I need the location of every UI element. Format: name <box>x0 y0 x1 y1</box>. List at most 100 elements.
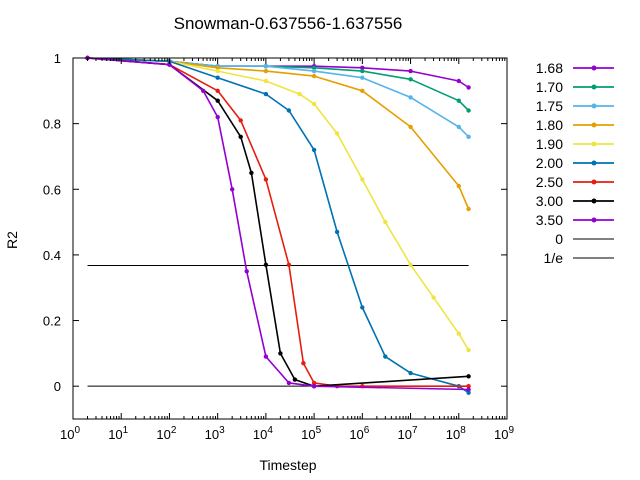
data-point <box>456 78 461 84</box>
data-point <box>408 68 413 74</box>
data-point <box>215 88 220 94</box>
legend-marker <box>591 141 597 147</box>
data-point <box>456 98 461 103</box>
series-line <box>87 57 470 394</box>
x-tick-label: 105 <box>301 425 321 442</box>
data-point <box>311 101 317 107</box>
data-point <box>292 377 298 382</box>
legend-entry: 3.50 <box>536 212 614 228</box>
data-point <box>167 62 172 67</box>
x-tick-label: 101 <box>108 425 128 442</box>
legend-marker <box>591 122 597 128</box>
data-point <box>286 380 292 386</box>
y-tick-label: 0.6 <box>43 182 61 197</box>
data-point <box>238 118 243 123</box>
legend-label: 3.00 <box>536 193 563 209</box>
legend-marker <box>591 103 597 109</box>
legend-entry: 1/e <box>544 250 614 266</box>
data-point <box>360 68 365 74</box>
data-point <box>311 380 317 386</box>
data-point <box>278 351 283 356</box>
data-point <box>408 262 413 267</box>
data-point <box>360 65 365 71</box>
data-point <box>215 68 220 74</box>
data-point <box>286 108 292 113</box>
data-point <box>238 134 243 139</box>
data-point <box>311 68 317 74</box>
y-axis: 0 0.2 0.4 0.6 0.8 1 <box>43 51 507 394</box>
data-point <box>263 91 269 97</box>
data-point <box>466 108 471 113</box>
x-tick-label: 109 <box>494 425 514 442</box>
data-point <box>431 295 436 300</box>
legend-label: 1.80 <box>536 117 563 133</box>
y-tick-label: 0.4 <box>43 248 61 263</box>
y-tick-label: 0.8 <box>43 117 61 132</box>
data-point <box>286 262 292 267</box>
data-point <box>408 95 413 100</box>
series-1 <box>85 55 471 113</box>
data-point <box>408 124 413 130</box>
data-point <box>263 177 269 182</box>
reference-lines <box>87 264 469 387</box>
legend-label: 1.90 <box>536 136 563 152</box>
legend-label: 1.75 <box>536 98 563 114</box>
data-point <box>456 124 461 130</box>
data-point <box>334 131 340 136</box>
x-tick-label: 104 <box>253 425 273 442</box>
data-point <box>297 91 302 97</box>
data-point <box>311 73 317 79</box>
x-axis: 100 101 102 103 104 105 106 107 108 109 <box>60 58 514 442</box>
data-point <box>466 134 471 139</box>
legend-entry: 1.75 <box>536 98 614 114</box>
data-point <box>263 63 269 69</box>
series-2 <box>85 55 471 139</box>
legend-entry: 0 <box>555 231 614 247</box>
data-point <box>466 374 471 379</box>
legend-entry: 2.00 <box>536 155 614 171</box>
plot-frame <box>72 57 508 420</box>
x-tick-label: 102 <box>156 425 176 442</box>
legend-marker <box>591 217 597 223</box>
data-point <box>408 370 413 376</box>
legend-entry: 1.68 <box>536 60 614 76</box>
data-point <box>466 384 471 389</box>
y-tick-label: 1 <box>54 51 61 66</box>
data-point <box>466 347 471 353</box>
legend-marker <box>591 65 597 71</box>
data-point <box>311 65 317 71</box>
legend-entry: 2.50 <box>536 174 614 190</box>
data-point <box>360 177 365 182</box>
data-point <box>263 78 269 84</box>
legend-marker <box>591 160 597 166</box>
legend-marker <box>591 179 597 185</box>
x-tick-label: 100 <box>60 425 80 442</box>
data-point <box>334 229 340 235</box>
legend-label: 1.68 <box>536 60 563 76</box>
legend-label: 3.50 <box>536 212 563 228</box>
data-point <box>244 269 249 274</box>
data-point <box>215 65 220 71</box>
series-4 <box>85 55 471 353</box>
data-point <box>215 98 220 103</box>
data-point <box>263 68 269 74</box>
legend-label: 1.70 <box>536 79 563 95</box>
legend-label: 2.00 <box>536 155 563 171</box>
chart-title: Snowman-0.637556-1.637556 <box>174 14 403 33</box>
data-point <box>466 387 471 392</box>
x-axis-label: Timestep <box>259 457 316 473</box>
data-point <box>230 187 235 192</box>
data-point <box>215 114 220 120</box>
legend-entry: 1.80 <box>536 117 614 133</box>
legend-marker <box>591 198 597 204</box>
y-axis-label: R2 <box>4 231 20 249</box>
y-tick-label: 0 <box>54 379 61 394</box>
series-group <box>85 55 471 395</box>
data-point <box>408 77 413 82</box>
data-point <box>466 85 471 90</box>
data-point <box>249 170 254 176</box>
data-point <box>456 331 461 336</box>
legend-marker <box>591 84 597 90</box>
data-point <box>383 354 388 359</box>
